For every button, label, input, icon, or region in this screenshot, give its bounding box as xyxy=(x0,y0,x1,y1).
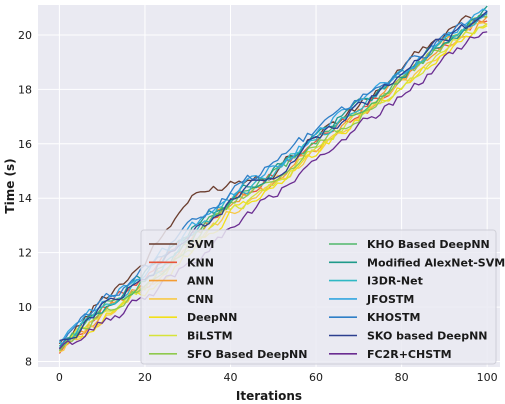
y-tick-label: 10 xyxy=(18,301,32,314)
legend-label: Modified AlexNet-SVM xyxy=(367,256,505,269)
legend-label: ANN xyxy=(187,275,214,288)
x-tick-label: 40 xyxy=(224,371,238,384)
series-line xyxy=(58,12,488,349)
series-lines xyxy=(58,5,488,354)
series-line xyxy=(58,31,488,350)
y-tick-labels: 8 10 12 14 16 18 20 xyxy=(18,29,32,369)
series-line xyxy=(59,10,488,342)
legend-label: JFOSTM xyxy=(366,293,414,306)
grid-lines xyxy=(38,5,500,367)
series-line xyxy=(58,15,488,352)
legend-label: FC2R+CHSTM xyxy=(367,348,452,361)
x-tick-label: 100 xyxy=(477,371,498,384)
x-tick-label: 60 xyxy=(309,371,323,384)
x-tick-label: 0 xyxy=(56,371,63,384)
legend-label: BiLSTM xyxy=(187,330,233,343)
legend-label: I3DR-Net xyxy=(367,275,423,288)
series-line xyxy=(58,15,488,345)
legend-label: KHOSTM xyxy=(367,311,420,324)
legend: SVM KNN ANN CNN DeepNN BiLSTM SFO Based DeepNN… xyxy=(140,229,505,365)
y-tick-label: 18 xyxy=(18,83,32,96)
series-line xyxy=(58,8,488,343)
y-tick-label: 20 xyxy=(18,29,32,42)
y-tick-label: 8 xyxy=(25,356,32,369)
x-tick-label: 20 xyxy=(138,371,152,384)
legend-label: CNN xyxy=(187,293,214,306)
y-axis-title: Time (s) xyxy=(3,158,17,213)
x-axis-title: Iterations xyxy=(236,389,302,403)
y-tick-label: 12 xyxy=(18,247,32,260)
legend-label: KNN xyxy=(187,256,214,269)
legend-label: SFO Based DeepNN xyxy=(187,348,307,361)
legend-label: SKO based DeepNN xyxy=(367,330,487,343)
x-tick-labels: 0 20 40 60 80 100 xyxy=(56,371,498,384)
legend-label: SVM xyxy=(187,238,214,251)
y-tick-label: 14 xyxy=(18,192,32,205)
x-tick-label: 80 xyxy=(395,371,409,384)
legend-label: KHO Based DeepNN xyxy=(367,238,490,251)
legend-box xyxy=(140,229,497,365)
legend-label: DeepNN xyxy=(187,311,237,324)
y-tick-label: 16 xyxy=(18,138,32,151)
